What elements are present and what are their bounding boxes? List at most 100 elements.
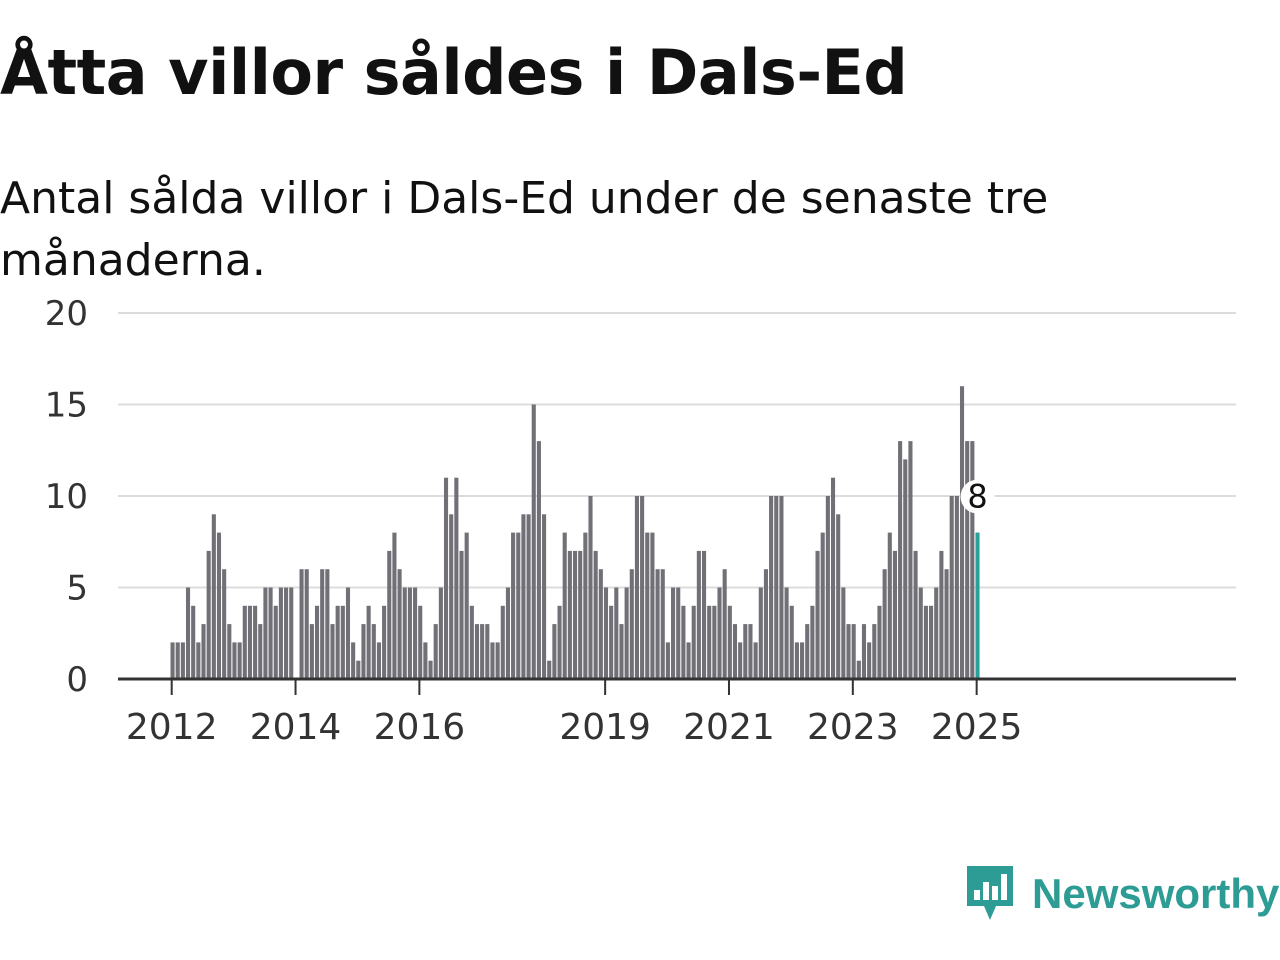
bar (253, 605, 258, 679)
x-tick-label: 2014 (250, 707, 342, 748)
bar (758, 587, 763, 679)
bar (861, 624, 867, 679)
bar (500, 605, 505, 679)
bar (443, 477, 449, 679)
bar (934, 587, 939, 679)
bar (547, 660, 552, 679)
bar (552, 624, 557, 679)
bar (423, 642, 428, 679)
bar (505, 587, 510, 679)
bar (170, 642, 175, 679)
bar (227, 624, 232, 679)
bar (407, 587, 412, 679)
bar (898, 441, 903, 679)
y-axis-ticks: 0 5 10 15 20 (45, 294, 88, 700)
bar (748, 624, 753, 679)
bar (459, 550, 464, 679)
bar (371, 624, 376, 679)
chart-title: Åtta villor såldes i Dals-Ed (0, 36, 908, 109)
bar (387, 550, 392, 679)
bar (536, 441, 541, 679)
bar (392, 532, 397, 679)
bar (676, 587, 681, 679)
bar (877, 605, 882, 679)
bar (954, 496, 959, 679)
bar (712, 605, 717, 679)
bar (686, 642, 691, 679)
bar (836, 514, 841, 679)
bar (578, 550, 583, 679)
bar (222, 569, 227, 679)
y-tick-label: 20 (45, 294, 88, 334)
bar (882, 569, 887, 679)
bar (944, 569, 949, 679)
bar (180, 642, 185, 679)
bar (216, 532, 222, 679)
bar (309, 624, 314, 679)
bar (340, 605, 345, 679)
bar (794, 642, 799, 679)
bar (629, 569, 634, 679)
bar (815, 550, 820, 679)
bar (263, 587, 268, 679)
bar (304, 569, 309, 679)
bar (846, 624, 851, 679)
y-tick-label: 15 (45, 386, 88, 426)
bar (598, 569, 603, 679)
bar (660, 569, 665, 679)
bar (583, 532, 588, 679)
bar (268, 587, 273, 679)
bar (903, 459, 908, 679)
bar (887, 532, 892, 679)
bar (614, 587, 619, 679)
x-tick-label: 2025 (931, 707, 1023, 748)
bar (908, 441, 913, 679)
latest-value-callout: 8 (960, 478, 995, 516)
bar (624, 587, 629, 679)
bar (763, 569, 768, 679)
bar (454, 477, 459, 679)
bar (438, 587, 443, 679)
x-tick-label: 2012 (126, 707, 218, 748)
bar (542, 514, 547, 679)
bar (397, 569, 402, 679)
x-axis-ticks: 2012 2014 2016 2019 2021 2023 2025 (126, 679, 1023, 748)
bar (789, 605, 794, 679)
bar (345, 587, 351, 679)
callout-background (960, 479, 995, 514)
bar (572, 550, 578, 679)
bar (825, 496, 830, 679)
bar (800, 642, 805, 679)
bar (681, 605, 686, 679)
bar (351, 642, 356, 679)
bar (299, 569, 304, 679)
bar (929, 605, 934, 679)
bars (170, 386, 980, 679)
bar (376, 642, 381, 679)
bar (361, 624, 366, 679)
bar (480, 624, 485, 679)
bar (335, 605, 340, 679)
bar (356, 660, 361, 679)
bar (206, 550, 211, 679)
bar (196, 642, 201, 679)
bar (774, 496, 779, 679)
bar (779, 496, 784, 679)
bar-chart: 0 5 10 15 20 2012 2014 2016 2019 2021 2023 2025 8 (45, 294, 1236, 748)
bar (696, 550, 701, 679)
bar (433, 624, 438, 679)
bar (970, 441, 975, 679)
bar (562, 532, 567, 679)
bar (810, 605, 815, 679)
bar (526, 514, 531, 679)
bar (851, 624, 856, 679)
bar (320, 569, 325, 679)
bar (738, 642, 743, 679)
chart-subtitle: Antal sålda villor i Dals-Ed under de se… (0, 173, 1049, 286)
bar (428, 660, 433, 679)
bar (732, 624, 738, 679)
bar (413, 587, 418, 679)
bar (175, 642, 180, 679)
bar (469, 605, 474, 679)
bar (701, 550, 707, 679)
